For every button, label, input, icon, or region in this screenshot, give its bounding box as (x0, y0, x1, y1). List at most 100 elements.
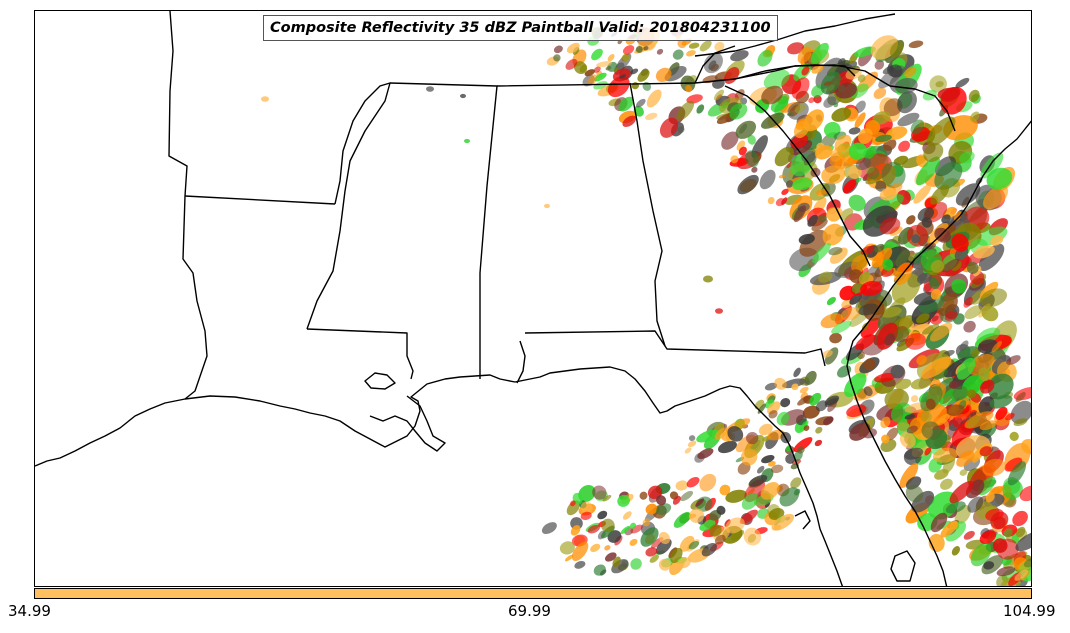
border-al-fl (524, 330, 826, 367)
paintball-blob (593, 564, 606, 576)
paintball-blob (590, 543, 601, 553)
paintball-blob (797, 395, 811, 406)
paintball-blob (920, 386, 943, 412)
paintball-blob (629, 522, 637, 529)
paintball-blob (820, 313, 844, 329)
paintball-blob (656, 495, 667, 506)
paintball-blob (688, 435, 696, 442)
paintball-blob (737, 174, 759, 195)
paintball-blob (597, 510, 608, 520)
paintball-blob (899, 462, 919, 488)
paintball-blob (826, 207, 843, 220)
lake-pontchartrain (364, 372, 396, 390)
paintball-blob (677, 557, 691, 569)
paintball-blob (794, 104, 806, 114)
paintball-blob (976, 327, 1001, 345)
paintball-blob (928, 277, 940, 290)
paintball-blob (923, 143, 944, 162)
paintball-blob (620, 525, 631, 534)
paintball-blob (636, 98, 646, 108)
paintball-blob (967, 496, 984, 513)
border-ms-river (306, 82, 391, 330)
paintball-blob (895, 249, 911, 268)
paintball-blob (815, 145, 833, 160)
paintball-blob (1015, 392, 1026, 402)
paintball-blob (990, 235, 1004, 246)
border-nc-va (694, 13, 896, 57)
paintball-blob (807, 214, 819, 227)
paintball-blob (973, 245, 995, 259)
paintball-blob (855, 334, 876, 350)
paintball-blob (573, 61, 588, 75)
paintball-blob (934, 161, 963, 190)
paintball-blob (757, 465, 765, 474)
paintball-blob (601, 518, 615, 533)
paintball-blob (815, 400, 828, 412)
paintball-blob (798, 233, 815, 245)
paintball-blob (871, 247, 893, 268)
paintball-blob (587, 74, 597, 86)
border-la-tx (182, 195, 208, 400)
paintball-blob (895, 378, 912, 390)
paintball-blob (426, 86, 434, 92)
paintball-blob (646, 89, 662, 108)
paintball-blob (673, 511, 691, 528)
paintball-blob (770, 464, 784, 474)
paintball-blob (721, 131, 739, 150)
paintball-blob (860, 317, 881, 338)
paintball-blob (848, 127, 861, 135)
paintball-blob (818, 271, 833, 283)
paintball-blob (605, 552, 617, 562)
paintball-blob (815, 426, 823, 434)
paintball-blob (640, 527, 659, 547)
paintball-blob (782, 378, 807, 389)
coastline-atlantic (846, 120, 1031, 586)
paintball-blob (968, 89, 980, 103)
paintball-blob (778, 174, 786, 179)
paintball-blob (830, 247, 848, 264)
paintball-blob (930, 184, 950, 205)
louisiana-delta (369, 395, 446, 452)
paintball-blob (1005, 412, 1015, 421)
border-ga-sc (724, 85, 871, 267)
paintball-blob (718, 440, 737, 454)
paintball-blob (648, 43, 656, 51)
paintball-blob (580, 501, 593, 514)
paintball-blob (672, 49, 684, 60)
paintball-blob (743, 527, 762, 546)
paintball-blob (978, 367, 991, 382)
paintball-blob (703, 52, 723, 74)
paintball-blob (940, 520, 958, 538)
paintball-blob (983, 184, 1009, 210)
paintball-blob (768, 461, 776, 467)
paintball-blob (553, 54, 561, 62)
paintball-blob (897, 90, 917, 114)
paintball-blob (945, 501, 966, 514)
paintball-blob (797, 46, 812, 64)
paintball-blob (791, 77, 810, 100)
paintball-blob (261, 96, 269, 102)
paintball-blob (824, 395, 840, 406)
paintball-blob (966, 261, 979, 274)
paintball-blob (757, 49, 773, 67)
paintball-blob (882, 258, 894, 271)
paintball-blob (703, 275, 713, 283)
paintball-blob (910, 119, 925, 135)
paintball-blob (898, 140, 911, 152)
paintball-blob (696, 104, 705, 114)
paintball-blob (854, 46, 876, 58)
paintball-blob (460, 93, 466, 99)
paintball-blob (596, 61, 612, 68)
paintball-blob (740, 97, 748, 105)
paintball-blob (658, 558, 671, 571)
geographic-boundaries (35, 11, 1031, 586)
paintball-blob (851, 254, 869, 273)
paintball-blob (701, 542, 718, 557)
paintball-blob (677, 39, 687, 49)
paintball-blob (982, 458, 1006, 477)
paintball-blob (605, 66, 612, 71)
paintball-blob (951, 233, 969, 252)
paintball-blob (602, 494, 612, 502)
paintball-blob (846, 404, 867, 418)
paintball-blob (963, 530, 975, 540)
